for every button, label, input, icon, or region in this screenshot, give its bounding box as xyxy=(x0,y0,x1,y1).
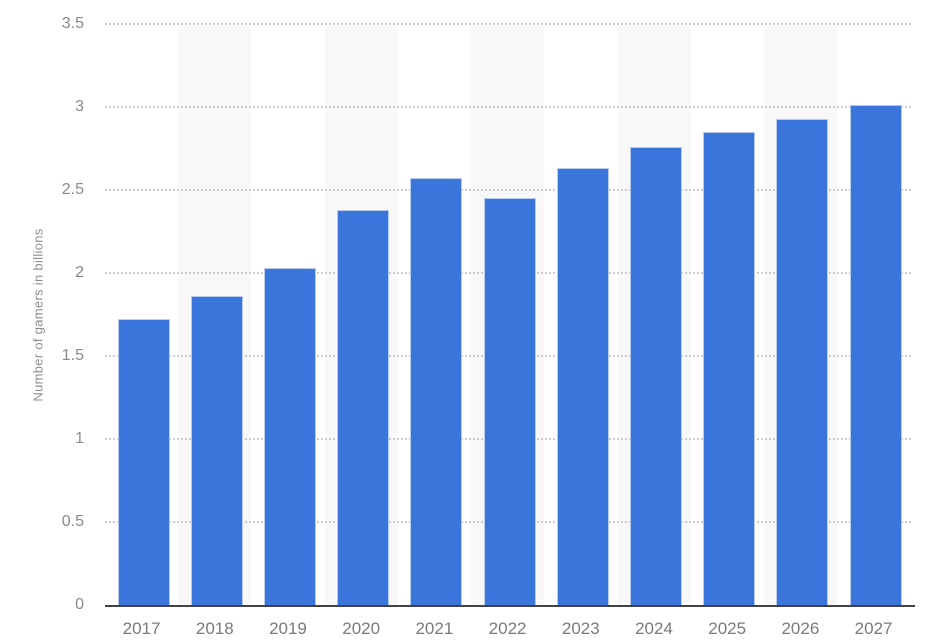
bar-2019[interactable] xyxy=(263,268,316,605)
y-tick-label-2: 2 xyxy=(75,264,84,281)
gridline-y-2.5 xyxy=(105,189,913,191)
y-tick-label-1: 1 xyxy=(75,430,84,447)
x-axis-label-2026: 2026 xyxy=(781,619,820,638)
x-axis-label-2022: 2022 xyxy=(488,619,527,638)
bar-2027[interactable] xyxy=(849,105,902,605)
bar-2024[interactable] xyxy=(629,146,682,605)
bar-2025[interactable] xyxy=(703,131,756,605)
x-axis-line xyxy=(105,605,915,607)
x-axis-label-2017: 2017 xyxy=(122,619,161,638)
x-axis-label-2018: 2018 xyxy=(195,619,234,638)
bar-2021[interactable] xyxy=(410,178,463,605)
y-tick-label-3.5: 3.5 xyxy=(61,15,84,32)
bar-2020[interactable] xyxy=(337,209,390,605)
y-tick-label-0: 0 xyxy=(75,596,84,613)
bar-2018[interactable] xyxy=(190,296,243,605)
x-axis-label-2020: 2020 xyxy=(342,619,381,638)
y-tick-label-0.5: 0.5 xyxy=(61,513,84,530)
bar-2017[interactable] xyxy=(117,319,170,605)
x-axis-label-2019: 2019 xyxy=(269,619,307,638)
y-tick-label-3: 3 xyxy=(75,98,84,115)
x-axis-label-2027: 2027 xyxy=(854,619,893,638)
gridline-y-3 xyxy=(105,106,913,108)
y-tick-label-2.5: 2.5 xyxy=(61,181,84,198)
bar-2023[interactable] xyxy=(556,168,609,605)
x-axis-label-2021: 2021 xyxy=(415,619,454,638)
bar-2022[interactable] xyxy=(483,198,536,605)
gridline-y-3.5 xyxy=(105,23,913,25)
y-tick-label-1.5: 1.5 xyxy=(61,347,84,364)
bar-2026[interactable] xyxy=(776,118,829,605)
x-axis-label-2025: 2025 xyxy=(708,619,747,638)
x-axis-label-2023: 2023 xyxy=(561,619,600,638)
x-axis-label-2024: 2024 xyxy=(635,619,673,638)
y-axis-title: Number of gamers in billions xyxy=(30,228,46,402)
